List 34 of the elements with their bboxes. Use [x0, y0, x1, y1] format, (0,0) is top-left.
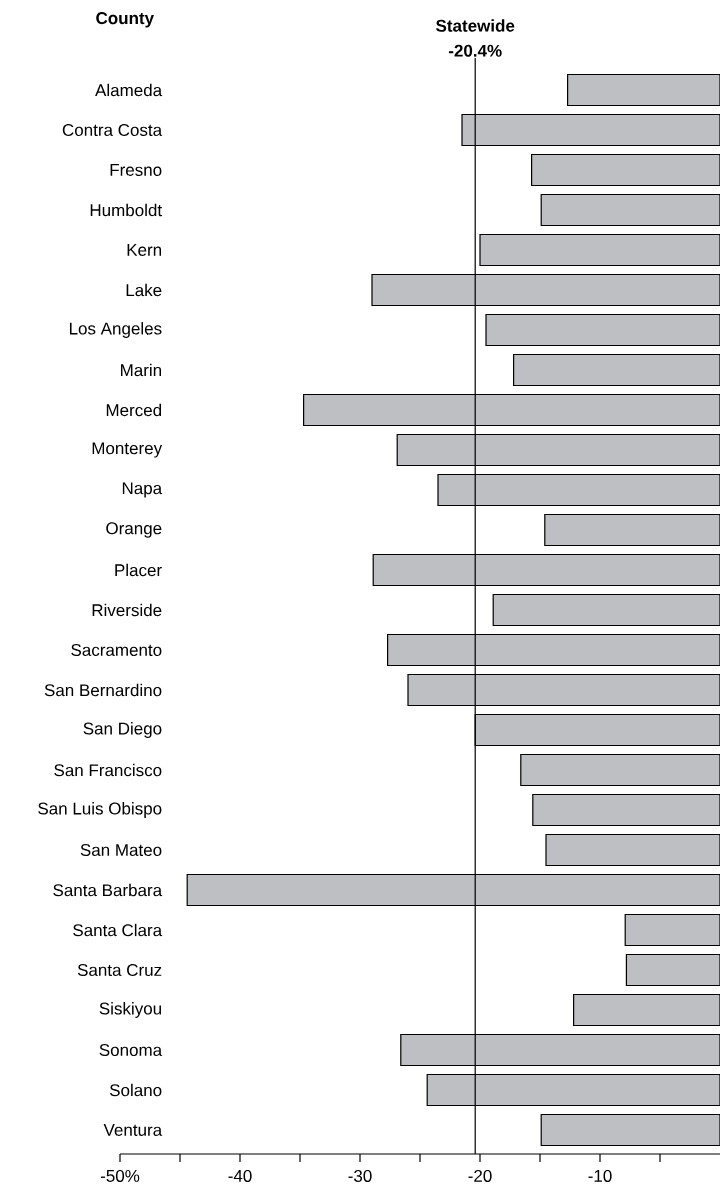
y-tick-label: Napa [122, 482, 163, 498]
y-tick-label: Humboldt [90, 203, 162, 217]
x-tick-label: -20 [468, 1169, 492, 1182]
y-tick-label: Santa Clara [73, 923, 163, 937]
y-tick-label: Kern [127, 244, 162, 256]
y-tick-label: Sonoma [99, 1043, 163, 1057]
y-tick-label: Orange [106, 522, 162, 538]
y-tick-label: San Diego [83, 722, 162, 738]
y-tick-label: San Bernardino [44, 683, 162, 697]
y-tick-label: Fresno [110, 164, 162, 176]
x-tick-label: -10 [588, 1169, 612, 1182]
y-tick-label: Lake [126, 283, 162, 297]
x-tick-label: -40 [228, 1169, 252, 1182]
y-tick-label: Riverside [92, 603, 162, 617]
y-tick-label: Siskiyou [99, 1002, 161, 1018]
x-tick-label: -30 [348, 1169, 372, 1182]
y-tick-label: Santa Barbara [53, 883, 163, 897]
y-tick-label: San Mateo [80, 843, 162, 857]
y-tick-label: Solano [109, 1083, 162, 1097]
y-tick-label: Sacramento [71, 643, 162, 657]
x-tick-label: -50% [100, 1169, 140, 1182]
y-tick-label: Ventura [103, 1124, 163, 1136]
y-tick-label: Santa Cruz [77, 963, 162, 977]
y-tick-label: Los Angeles [69, 322, 162, 338]
y-tick-label: Merced [106, 403, 162, 417]
y-tick-label: Placer [115, 563, 162, 577]
y-tick-label: San Francisco [54, 763, 162, 777]
ref-line-label: Statewide -20.4% [436, 19, 515, 57]
y-tick-label: Monterey [92, 442, 163, 458]
y-tick-label: Contra Costa [62, 123, 163, 137]
y-tick-label: San Luis Obispo [38, 802, 162, 818]
y-tick-label: Marin [121, 363, 162, 377]
y-tick-label: Alameda [95, 83, 163, 97]
y-axis-title: County [96, 12, 154, 28]
